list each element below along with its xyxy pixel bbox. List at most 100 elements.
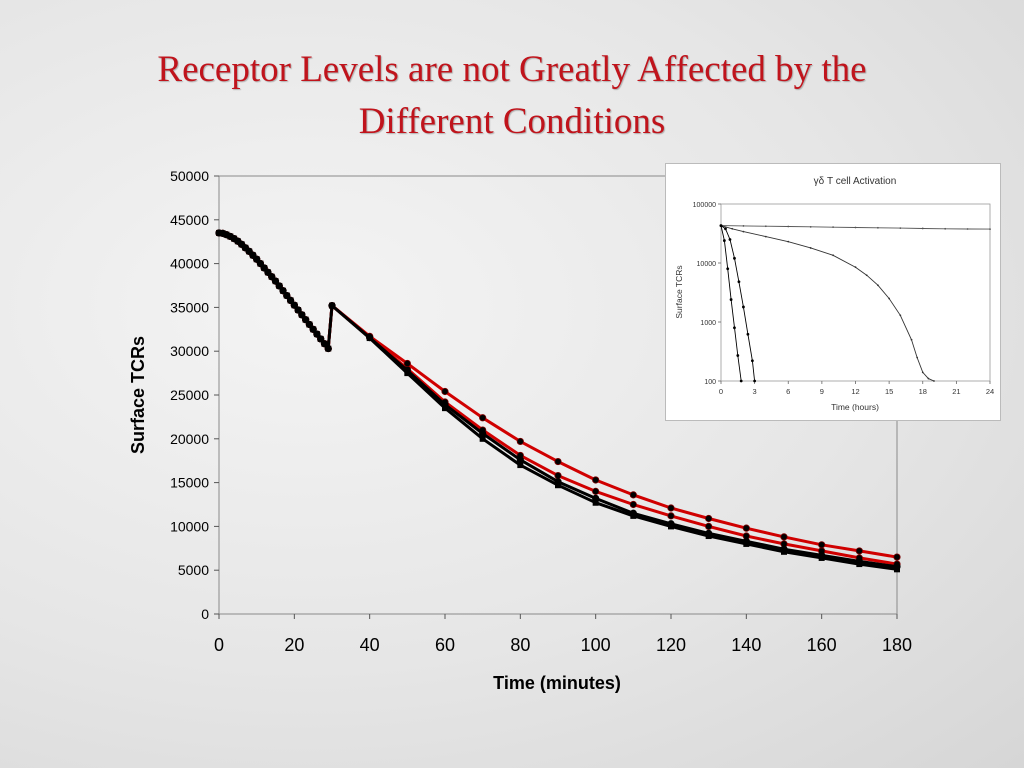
inset-series-4-line: [720, 225, 742, 382]
inset-data-point: [742, 225, 745, 227]
data-point: [479, 435, 486, 442]
inset-data-point: [750, 359, 754, 363]
data-point: [275, 282, 283, 290]
inset-data-point: [865, 274, 868, 277]
data-point: [279, 287, 287, 295]
inset-data-point: [916, 356, 919, 359]
inset-data-point: [746, 332, 750, 336]
y-tick-label: 45000: [170, 212, 209, 228]
y-tick-label: 40000: [170, 256, 209, 272]
data-point: [366, 334, 374, 342]
x-tick-label: 80: [510, 635, 530, 655]
x-tick-label: 140: [731, 635, 761, 655]
inset-data-point: [736, 354, 740, 357]
y-tick-label: 30000: [170, 343, 209, 359]
inset-x-tick-label: 3: [753, 387, 757, 396]
x-tick-label: 180: [882, 635, 912, 655]
inset-data-point: [877, 226, 879, 229]
data-point: [328, 302, 336, 310]
data-point: [780, 545, 788, 553]
data-point: [271, 277, 280, 285]
inset-x-tick-label: 24: [986, 387, 994, 396]
data-point: [893, 563, 901, 571]
inset-data-point: [733, 256, 736, 260]
inset-data-point: [742, 230, 745, 233]
inset-x-tick-label: 9: [820, 387, 824, 396]
y-tick-label: 50000: [170, 168, 209, 184]
y-tick-label: 25000: [170, 387, 209, 403]
inset-data-point: [809, 225, 812, 228]
y-tick-label: 15000: [170, 475, 209, 491]
data-point: [479, 429, 487, 438]
data-point: [629, 500, 637, 509]
inset-series-4: [719, 224, 743, 383]
inset-data-point: [729, 298, 733, 301]
inset-data-point: [753, 379, 757, 383]
inset-chart: γδ T cell Activation 100 1000 10000 100000 0 3…: [674, 176, 994, 412]
inset-x-axis-label: Time (hours): [831, 402, 879, 412]
inset-data-point: [888, 297, 891, 300]
inset-data-point: [832, 254, 834, 257]
inset-x-tick-label: 12: [851, 387, 859, 396]
data-point: [516, 437, 524, 446]
data-point: [667, 520, 675, 528]
data-point: [317, 335, 325, 343]
data-point: [742, 537, 750, 545]
inset-data-point: [722, 239, 726, 242]
inset-data-point: [921, 371, 924, 374]
inset-y-tick-label: 1000: [700, 320, 716, 327]
data-point: [403, 359, 411, 368]
data-point: [855, 557, 863, 566]
inset-data-point: [899, 314, 902, 317]
data-point: [479, 414, 487, 422]
inset-data-point: [877, 284, 879, 287]
data-point: [516, 456, 524, 464]
inset-series-2: [720, 224, 935, 382]
data-point: [742, 524, 750, 532]
x-tick-label: 100: [581, 635, 611, 655]
data-point: [893, 553, 901, 561]
data-point: [441, 387, 449, 396]
inset-data-point: [809, 247, 812, 249]
slide-title-line-1: Receptor Levels are not Greatly Affected…: [157, 49, 867, 90]
slide-title: Receptor Levels are not Greatly Affected…: [40, 44, 984, 148]
inset-data-point: [731, 227, 734, 230]
data-point: [290, 301, 298, 309]
data-point: [818, 541, 826, 549]
inset-data-point: [742, 305, 745, 309]
inset-data-point: [899, 227, 902, 230]
x-tick-label: 160: [807, 635, 837, 655]
slide-title-line-2: Different Conditions: [358, 101, 666, 142]
inset-chart-panel: γδ T cell Activation 100 1000 10000 100000 0 3…: [665, 163, 1001, 421]
y-tick-label: 35000: [170, 299, 209, 315]
data-point: [592, 499, 599, 506]
inset-data-point: [910, 338, 913, 341]
data-point: [283, 291, 291, 300]
inset-data-point: [764, 235, 767, 238]
data-point: [517, 462, 524, 469]
x-tick-label: 20: [284, 635, 304, 655]
inset-data-point: [832, 226, 834, 229]
inset-data-point: [989, 228, 991, 231]
data-point: [309, 325, 317, 333]
data-point: [320, 340, 329, 348]
y-tick-label: 20000: [170, 431, 209, 447]
data-point: [313, 330, 321, 338]
inset-data-point: [737, 280, 741, 284]
inset-data-point: [728, 238, 732, 241]
inset-series-2-line: [720, 225, 935, 382]
inset-y-tick-label: 10000: [697, 261, 717, 268]
inset-data-point: [854, 266, 857, 269]
data-point: [667, 512, 675, 520]
inset-data-point: [726, 267, 730, 271]
inset-x-tick-label: 0: [719, 387, 723, 396]
data-point: [305, 320, 313, 329]
y-tick-label: 5000: [178, 562, 209, 578]
inset-data-point: [764, 225, 767, 228]
data-point: [705, 522, 713, 531]
data-point: [780, 533, 788, 541]
inset-x-tick-label: 21: [952, 387, 960, 396]
inset-data-point: [854, 226, 857, 229]
inset-data-point: [724, 227, 727, 231]
